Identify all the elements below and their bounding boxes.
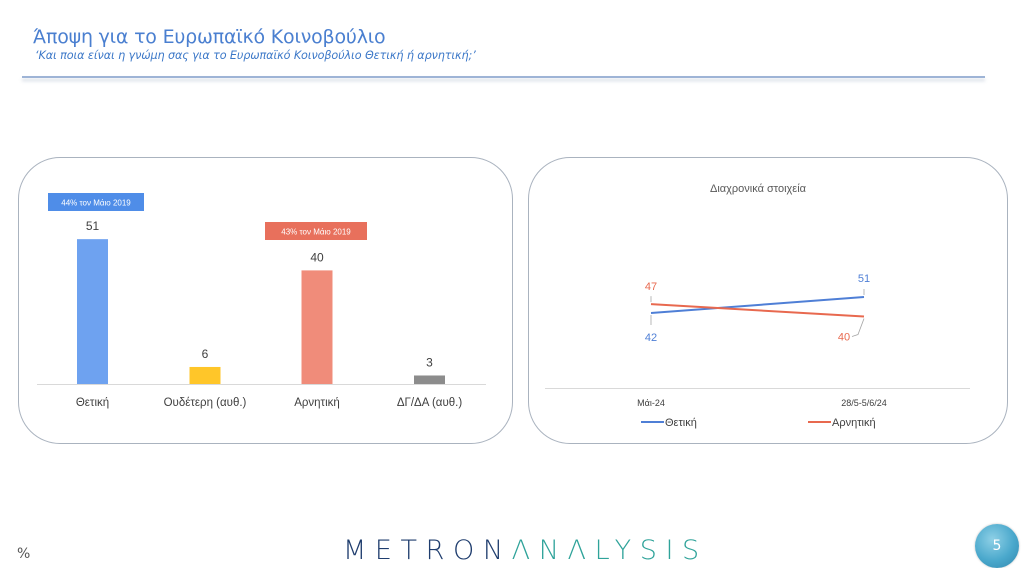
bar xyxy=(301,270,333,384)
bar-value-label: 51 xyxy=(86,219,100,233)
bar-value-label: 40 xyxy=(310,250,324,264)
callout-box xyxy=(265,222,367,240)
bar-value-label: 3 xyxy=(426,355,433,369)
page-number-badge: 5 xyxy=(975,524,1019,568)
bar-value-label: 6 xyxy=(202,347,209,361)
callout-text: 43% τον Μάιο 2019 xyxy=(281,228,351,237)
data-point-label: 47 xyxy=(645,281,657,293)
x-tick-label: Μάι-24 xyxy=(637,398,665,408)
bar xyxy=(414,375,445,384)
line-chart-panel xyxy=(528,157,1008,444)
category-label: Ουδέτερη (αυθ.) xyxy=(164,397,247,409)
unit-label: % xyxy=(17,546,31,562)
x-tick-label: 28/5-5/6/24 xyxy=(841,398,887,408)
legend-label-positive: Θετική xyxy=(665,417,697,429)
bar xyxy=(189,366,221,384)
legend-label-negative: Αρνητική xyxy=(832,417,876,429)
label-leader-line xyxy=(851,318,865,337)
category-label: Θετική xyxy=(76,397,109,409)
line-series xyxy=(650,303,865,318)
line-chart-title: Διαχρονικά στοιχεία xyxy=(710,183,807,195)
logo-metron: METRON xyxy=(343,535,512,566)
category-label: ΔΓ/ΔΑ (αυθ.) xyxy=(397,397,462,409)
header-divider xyxy=(22,76,985,78)
metron-analysis-logo: METRONΛNΛLYSIS xyxy=(343,535,708,566)
slide-title: Άποψη για το Ευρωπαϊκό Κοινοβούλιο xyxy=(33,26,386,48)
data-point-label: 51 xyxy=(858,273,870,285)
logo-analysis: ΛNΛLYSIS xyxy=(511,535,708,566)
page-number: 5 xyxy=(992,538,1002,554)
callout-text: 44% τον Μάιο 2019 xyxy=(61,199,131,208)
data-point-label: 42 xyxy=(645,332,657,344)
data-point-label: 40 xyxy=(838,332,850,344)
line-series xyxy=(650,296,865,314)
bar xyxy=(77,239,108,384)
slide-subtitle: ‘Και ποια είναι η γνώμη σας για το Ευρωπ… xyxy=(35,49,476,62)
category-label: Αρνητική xyxy=(294,397,340,409)
callout-box xyxy=(48,193,144,211)
legend: Θετική Αρνητική xyxy=(641,417,876,429)
